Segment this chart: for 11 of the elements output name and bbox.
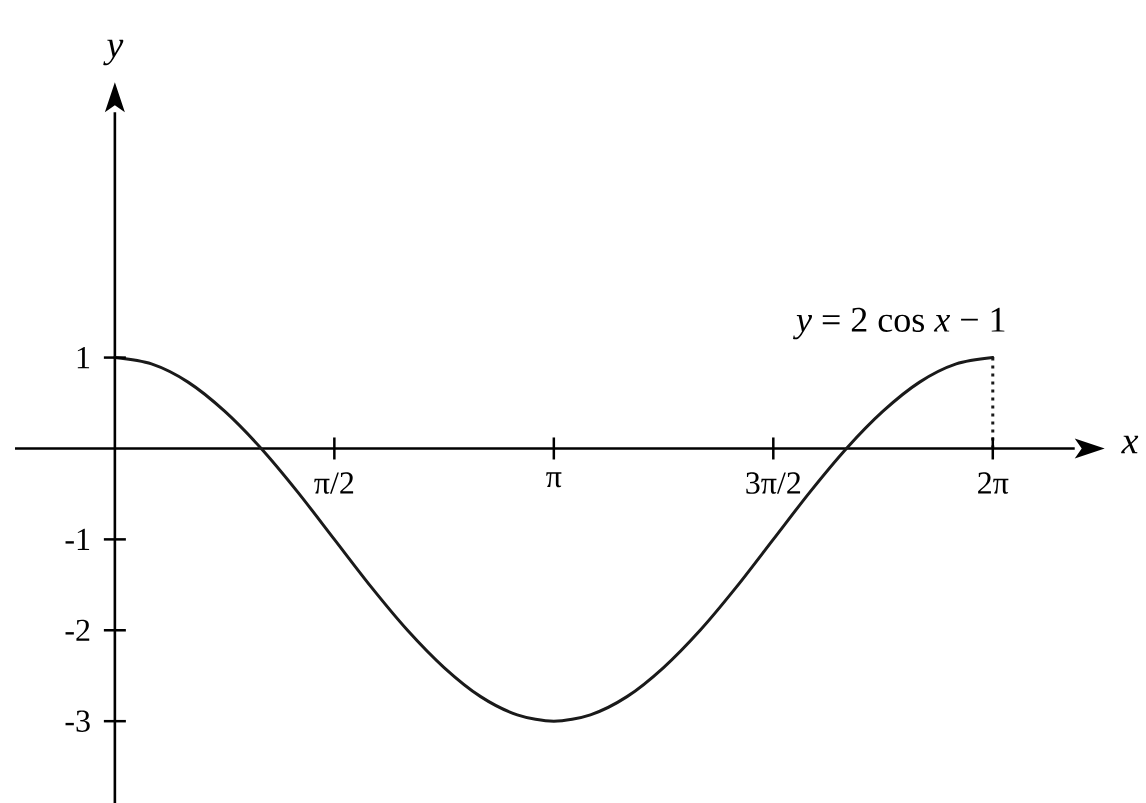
x-axis-title: x <box>1121 435 1139 454</box>
x-tick-label: π/2 <box>314 472 354 494</box>
y-tick-label: -2 <box>65 619 90 641</box>
x-tick-label: 2π <box>978 472 1009 494</box>
y-tick-label: -1 <box>65 528 90 550</box>
x-tick-label: 3π/2 <box>746 472 801 494</box>
x-tick-label: π <box>546 472 562 488</box>
y-tick-label: 1 <box>77 347 90 369</box>
y-tick-label: -3 <box>65 710 90 732</box>
y-axis-title: y <box>103 39 124 66</box>
series-label: y = 2 cos x − 1 <box>793 307 1005 340</box>
